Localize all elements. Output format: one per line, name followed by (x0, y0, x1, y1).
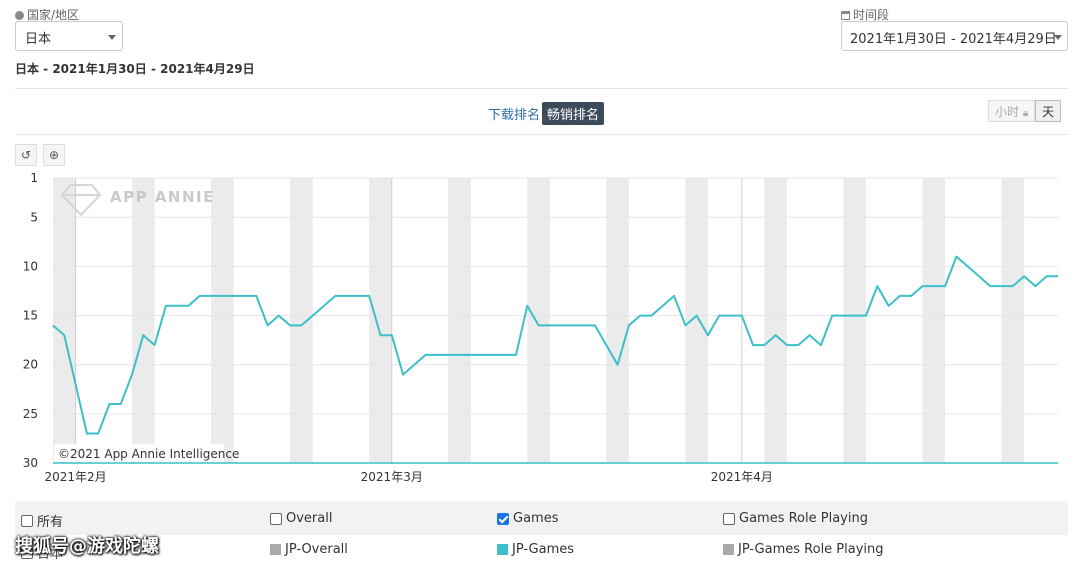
weekend-band (132, 178, 155, 463)
tab-revenue-rank[interactable]: 畅销排名 (542, 102, 605, 125)
divider (15, 134, 1068, 135)
calendar-icon (841, 11, 850, 20)
region-select[interactable]: 日本 (15, 21, 123, 51)
legend-all[interactable]: 所有 (21, 511, 63, 530)
copyright-label: ©2021 App Annie Intelligence (54, 444, 239, 462)
zoom-in-icon: ⊕ (48, 148, 60, 162)
legend-row-categories: 所有 Overall Games Games Role Playing (15, 501, 1068, 535)
checkbox-all[interactable] (21, 514, 33, 527)
legend-jp-overall[interactable]: JP-Overall (270, 542, 348, 557)
checkbox-games[interactable] (497, 512, 509, 525)
zoom-button[interactable]: ⊕ (43, 144, 65, 166)
weekend-band (527, 178, 550, 463)
granularity-toggle: 小时 🔒︎ 天 (988, 100, 1062, 122)
granularity-day-button[interactable]: 天 (1035, 100, 1062, 122)
divider (15, 88, 1068, 89)
weekend-band (53, 178, 76, 463)
weekend-band (448, 178, 471, 463)
weekend-band (764, 178, 787, 463)
legend-swatch (270, 544, 281, 555)
overlay-watermark: 搜狐号@游戏陀螺 (15, 536, 159, 557)
y-tick-label: 5 (30, 210, 38, 224)
copyright-text: ©2021 App Annie Intelligence (58, 447, 239, 461)
legend-swatch (723, 544, 734, 555)
legend-swatch (497, 544, 508, 555)
region-label: 国家/地区 (15, 6, 79, 23)
checkbox-japan[interactable] (21, 546, 33, 559)
watermark-text: APP ANNIE (110, 188, 215, 206)
weekend-band (685, 178, 708, 463)
period-select[interactable]: 2021年1月30日 - 2021年4月29日 (841, 21, 1068, 51)
weekend-band (606, 178, 629, 463)
weekend-band (290, 178, 313, 463)
granularity-hour-button[interactable]: 小时 🔒︎ (988, 100, 1036, 122)
globe-icon (15, 11, 24, 20)
checkbox-games-role-playing[interactable] (723, 512, 735, 525)
y-tick-label: 20 (23, 358, 38, 372)
y-tick-label: 1 (30, 171, 38, 185)
x-tick-label: 2021年3月 (361, 470, 423, 484)
legend-row-series: 日本 JP-Overall JP-Games JP-Games Role Pla… (15, 535, 1068, 569)
checkbox-overall[interactable] (270, 512, 282, 525)
legend-jp-games-role-playing[interactable]: JP-Games Role Playing (723, 542, 884, 557)
y-tick-label: 10 (23, 259, 38, 273)
tab-download-rank[interactable]: 下载排名 (488, 108, 541, 123)
x-axis-ticks: 2021年2月 2021年3月 2021年4月 (44, 178, 1058, 484)
legend-games[interactable]: Games (497, 511, 558, 526)
watermark: APP ANNIE (60, 184, 215, 217)
weekend-band (843, 178, 867, 463)
weekend-band (369, 178, 392, 463)
chevron-down-icon (1054, 35, 1062, 40)
undo-icon: ↺ (20, 148, 32, 162)
diamond-logo-icon (60, 184, 102, 217)
weekend-band (211, 178, 234, 463)
series-line (52, 255, 1058, 435)
legend-games-role-playing[interactable]: Games Role Playing (723, 511, 868, 526)
y-tick-label: 25 (23, 407, 38, 421)
x-tick-label: 2021年4月 (711, 470, 773, 484)
weekend-band (922, 178, 946, 463)
weekend-band (1001, 178, 1025, 463)
y-tick-label: 15 (23, 309, 38, 323)
region-value: 日本 (25, 32, 52, 47)
reset-zoom-button[interactable]: ↺ (15, 144, 37, 166)
series-jp-games (52, 255, 1058, 435)
period-value: 2021年1月30日 - 2021年4月29日 (850, 32, 1057, 47)
weekend-shading (53, 178, 1025, 463)
period-label: 时间段 (841, 6, 889, 23)
chevron-down-icon (108, 35, 116, 40)
legend-overall[interactable]: Overall (270, 511, 332, 526)
x-tick-label: 2021年2月 (44, 470, 106, 484)
lock-icon: 🔒︎ (1022, 108, 1029, 119)
y-tick-label: 30 (23, 456, 38, 470)
legend-jp-games[interactable]: JP-Games (497, 542, 574, 557)
grid-lines (53, 177, 1058, 464)
legend-japan[interactable]: 日本 (21, 543, 63, 562)
summary-title: 日本 - 2021年1月30日 - 2021年4月29日 (15, 62, 255, 76)
